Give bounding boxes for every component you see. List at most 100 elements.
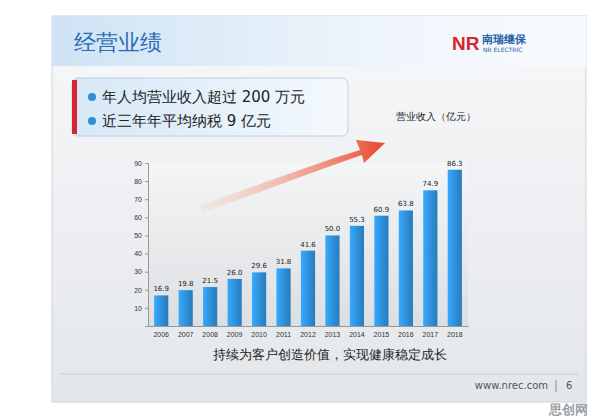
- slide-background: [52, 16, 586, 402]
- plot-wall: [148, 163, 468, 326]
- y-tick-mark: [145, 254, 148, 255]
- bullet-text: 年人均营业收入超过 200 万元: [102, 88, 305, 106]
- data-label: 29.6: [251, 262, 267, 270]
- bar: [276, 268, 290, 326]
- x-tick-label: 2012: [300, 331, 316, 338]
- bar: [301, 251, 315, 326]
- bullet-box: [72, 78, 348, 136]
- y-tick: 50: [134, 232, 148, 239]
- y-tick: 10: [134, 305, 148, 312]
- y-axis: 10 20 30 40 50 60 70 80 90: [134, 160, 148, 327]
- watermark: 思创网: [548, 402, 588, 417]
- y-tick: 80: [134, 178, 148, 185]
- y-tick-mark: [145, 272, 148, 273]
- bar: [179, 290, 193, 326]
- y-tick: 70: [134, 196, 148, 203]
- y-tick-label: 30: [134, 268, 142, 275]
- logo-mark: NR: [452, 33, 480, 54]
- x-tick: 2018: [447, 326, 463, 338]
- y-tick: 30: [134, 268, 148, 275]
- x-tick-label: 2007: [178, 331, 194, 338]
- x-tick-label: 2016: [398, 331, 414, 338]
- y-axis-line: [145, 164, 149, 327]
- data-label: 55.3: [349, 216, 365, 224]
- y-tick: 60: [134, 214, 148, 221]
- y-tick-label: 50: [134, 232, 142, 239]
- data-label: 16.9: [153, 285, 169, 293]
- bar: [399, 210, 413, 326]
- header-band: [52, 16, 586, 66]
- bar: [350, 226, 364, 326]
- x-tick: 2012: [300, 326, 316, 338]
- x-tick-label: 2013: [325, 331, 341, 338]
- bar: [423, 190, 437, 326]
- y-tick-label: 20: [134, 287, 142, 294]
- y-tick-mark: [145, 235, 148, 236]
- y-tick-label: 10: [134, 305, 142, 312]
- page-number: 6: [566, 380, 572, 391]
- y-tick-mark: [145, 217, 148, 218]
- x-tick: 2010: [251, 326, 267, 338]
- bullet-text: 近三年年平均纳税 9 亿元: [102, 112, 271, 130]
- y-tick-mark: [145, 199, 148, 200]
- x-tick: 2016: [398, 326, 414, 338]
- data-label: 26.0: [227, 269, 243, 277]
- trend-arrow: [200, 140, 385, 212]
- y-tick-label: 40: [134, 250, 142, 257]
- data-label: 60.9: [374, 206, 390, 214]
- x-tick-label: 2008: [202, 331, 218, 338]
- title: 经营业绩: [74, 30, 162, 55]
- x-tick: 2008: [202, 326, 218, 338]
- data-label: 63.8: [398, 200, 414, 208]
- bar: [374, 216, 388, 326]
- data-label: 50.0: [325, 225, 341, 233]
- x-tick-label: 2010: [251, 331, 267, 338]
- x-tick-label: 2014: [349, 331, 365, 338]
- x-tick: 2009: [227, 326, 243, 338]
- logo-name: 南瑞继保: [481, 33, 527, 46]
- y-tick-label: 60: [134, 214, 142, 221]
- y-tick: 90: [134, 160, 148, 167]
- x-tick-label: 2015: [374, 331, 390, 338]
- bullet-box-accent: [72, 80, 77, 134]
- x-tick-label: 2018: [447, 331, 463, 338]
- bar: [448, 170, 462, 326]
- y-tick-mark: [145, 290, 148, 291]
- x-axis: 2006 2007 2008 2009 2010 2011 2012 2013 2014 2015…: [149, 326, 469, 338]
- x-tick: 2017: [423, 326, 439, 338]
- x-tick: 2007: [178, 326, 194, 338]
- data-label: 31.8: [276, 258, 292, 266]
- data-label: 21.5: [202, 277, 218, 285]
- x-tick-label: 2006: [153, 331, 169, 338]
- y-tick-label: 90: [134, 160, 142, 167]
- bullet-dot: [88, 117, 96, 125]
- bar: [228, 279, 242, 326]
- bullet-dot: [88, 93, 96, 101]
- data-label: 86.3: [447, 160, 463, 168]
- footer-rule: [60, 374, 578, 375]
- bars: [154, 170, 462, 326]
- x-tick: 2011: [276, 326, 291, 338]
- y-tick-mark: [145, 163, 148, 164]
- footer-separator: [556, 380, 557, 392]
- x-axis-line: [149, 326, 469, 327]
- x-tick: 2014: [349, 326, 365, 338]
- data-labels: 16.9 19.8 21.5 26.0 29.6 31.8 41.6 50.0 55.3 60.9…: [153, 160, 462, 294]
- y-tick-label: 80: [134, 178, 142, 185]
- x-tick: 2006: [153, 326, 169, 338]
- x-tick: 2015: [374, 326, 390, 338]
- data-label: 19.8: [178, 280, 194, 288]
- x-tick-label: 2009: [227, 331, 243, 338]
- y-tick-mark: [145, 181, 148, 182]
- bar: [252, 272, 266, 326]
- slide: 经营业绩 NR南瑞继保NR ELECTRIC 年人均营业收入超过 200 万元近三年…: [0, 0, 596, 419]
- x-tick: 2013: [325, 326, 341, 338]
- y-tick-mark: [145, 308, 148, 309]
- caption: 持续为客户创造价值，实现健康稳定成长: [213, 347, 447, 362]
- x-tick-label: 2011: [276, 331, 291, 338]
- logo-name-en: NR ELECTRIC: [483, 46, 522, 53]
- bar: [325, 235, 339, 326]
- data-label: 74.9: [423, 180, 439, 188]
- bar: [203, 287, 217, 326]
- data-label: 41.6: [300, 241, 316, 249]
